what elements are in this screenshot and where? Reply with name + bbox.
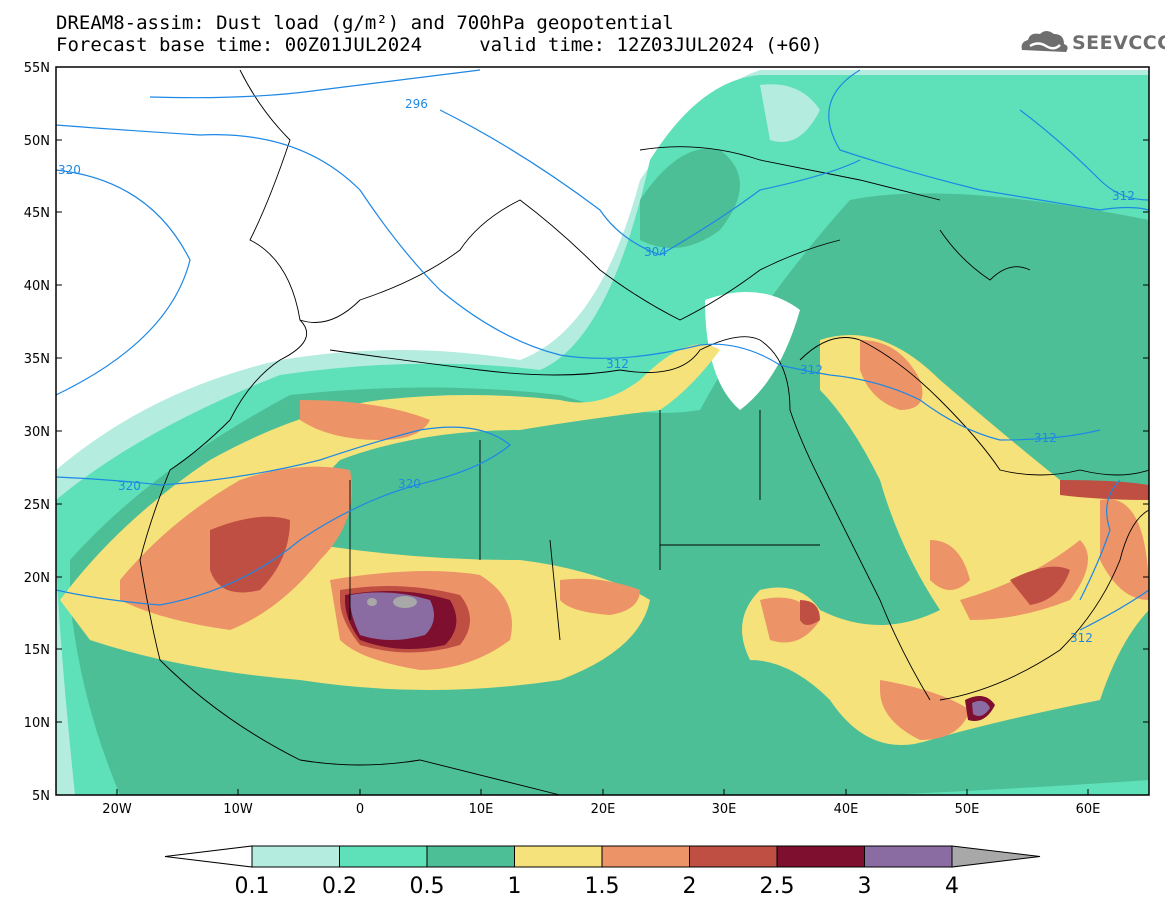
- dust-field: [56, 67, 1149, 795]
- lon-label: 20E: [591, 802, 616, 817]
- contour-labels: 296 320 304 312 312 320 320 312 312 312: [58, 97, 1135, 645]
- colorbar-underflow-triangle: [164, 845, 253, 868]
- colorbar-tick-label: 0.5: [410, 874, 445, 899]
- lon-label: 30E: [712, 802, 737, 817]
- colorbar-box: [426, 845, 515, 868]
- lat-label: 15N: [24, 643, 50, 658]
- contour-label: 320: [118, 479, 141, 493]
- colorbar-box: [864, 845, 953, 868]
- colorbar-tick-label: 2.5: [760, 874, 795, 899]
- coastlines: [139, 69, 1149, 795]
- colorbar-box: [514, 845, 603, 868]
- lon-axis: [116, 789, 1089, 795]
- lat-label: 35N: [24, 352, 50, 367]
- logo-text: SEEVCCC: [1072, 32, 1165, 54]
- lon-label: 0: [356, 802, 364, 817]
- geopotential-contours: [56, 69, 1149, 631]
- map-title-line-1: DREAM8-assim: Dust load (g/m²) and 700hP…: [56, 12, 674, 34]
- colorbar-box: [601, 845, 690, 868]
- lat-label: 20N: [24, 571, 50, 586]
- contour-label: 296: [405, 97, 428, 111]
- lon-label: 10W: [223, 802, 253, 817]
- lat-label: 45N: [24, 206, 50, 221]
- contour-label: 312: [1070, 631, 1093, 645]
- contour-label: 312: [1034, 431, 1057, 445]
- lat-label: 10N: [24, 716, 50, 731]
- lat-axis: [56, 66, 1149, 723]
- colorbar-tick-label: 4: [945, 874, 959, 899]
- colorbar-tick-label: 0.2: [322, 874, 357, 899]
- lat-label: 25N: [24, 498, 50, 513]
- lat-labels: 55N 50N 45N 40N 35N 30N 25N 20N 15N 10N …: [24, 61, 50, 804]
- colorbar-box: [251, 845, 340, 868]
- colorbar-tick-label: 0.1: [235, 874, 270, 899]
- seevccc-cloud-logo-icon: [1021, 31, 1068, 52]
- contour-label: 312: [606, 357, 629, 371]
- lat-label: 55N: [24, 61, 50, 76]
- contour-label: 320: [58, 163, 81, 177]
- lon-labels: 20W 10W 0 10E 20E 30E 40E 50E 60E: [102, 802, 1100, 817]
- colorbar-box: [339, 845, 428, 868]
- colorbar-tick-label: 2: [683, 874, 697, 899]
- colorbar-tick-label: 3: [858, 874, 872, 899]
- lat-label: 30N: [24, 425, 50, 440]
- contour-label: 320: [398, 477, 421, 491]
- contour-label: 312: [1112, 189, 1135, 203]
- lon-label: 20W: [102, 802, 132, 817]
- lon-label: 60E: [1076, 802, 1101, 817]
- map-title-line-2: Forecast base time: 00Z01JUL2024 valid t…: [56, 34, 823, 56]
- lat-label: 50N: [24, 134, 50, 149]
- lat-label: 5N: [32, 789, 50, 804]
- contour-label: 312: [800, 363, 823, 377]
- contour-label: 304: [644, 245, 667, 259]
- colorbar-box: [689, 845, 778, 868]
- colorbar: 0.1 0.2 0.5 1 1.5 2 2.5 3 4: [164, 845, 1041, 899]
- colorbar-overflow-triangle: [951, 845, 1041, 868]
- lon-label: 50E: [955, 802, 980, 817]
- colorbar-tick-label: 1: [508, 874, 522, 899]
- colorbar-tick-label: 1.5: [585, 874, 620, 899]
- lat-label: 40N: [24, 279, 50, 294]
- lon-label: 40E: [834, 802, 859, 817]
- colorbar-box: [776, 845, 865, 868]
- lon-label: 10E: [469, 802, 494, 817]
